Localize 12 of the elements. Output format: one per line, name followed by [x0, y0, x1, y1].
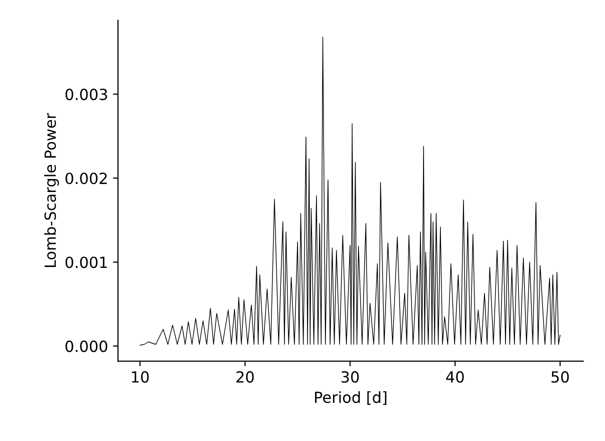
y-tick-label: 0.002	[66, 172, 107, 184]
y-axis-title: Lomb-Scargle Power	[44, 112, 59, 268]
x-tick-label: 20	[236, 371, 254, 383]
x-axis-title: Period [d]	[315, 391, 386, 405]
y-tick-label: 0.003	[66, 88, 108, 100]
x-tick-label: 40	[446, 371, 464, 383]
y-tick-label: 0.001	[66, 256, 107, 268]
line-series	[140, 36, 560, 346]
y-tick-label: 0.000	[66, 340, 108, 352]
x-tick-label: 30	[342, 371, 359, 383]
x-tick-label: 10	[132, 371, 149, 383]
x-tick-label: 50	[552, 371, 569, 383]
